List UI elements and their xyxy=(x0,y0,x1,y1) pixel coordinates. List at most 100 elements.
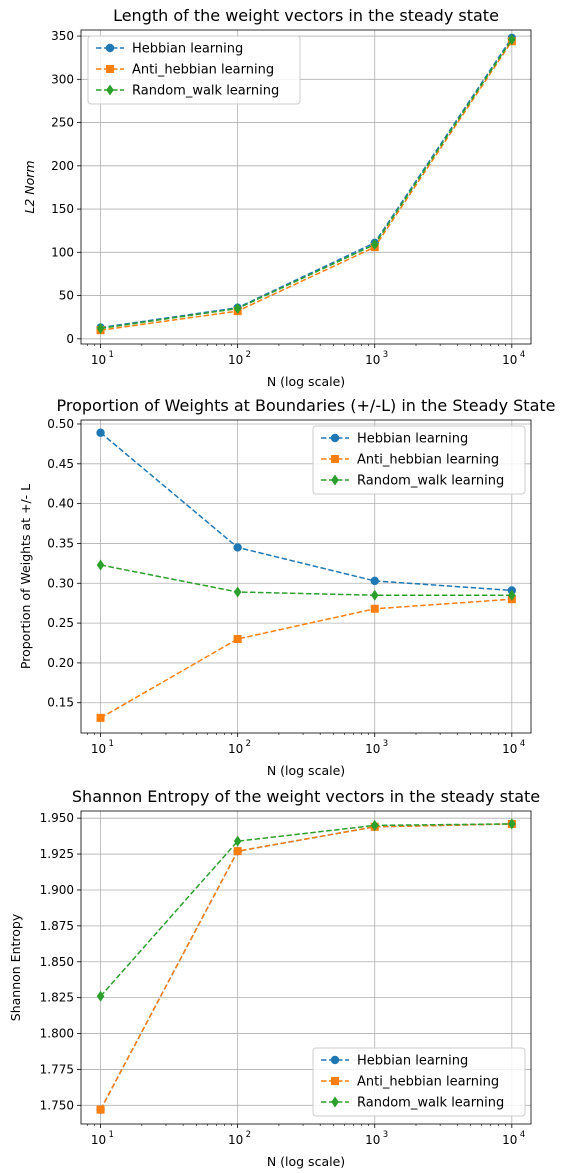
series-3 xyxy=(96,559,516,601)
legend-label: Hebbian learning xyxy=(132,42,243,57)
legend-marker xyxy=(331,1077,339,1085)
x-tick-exponent: 4 xyxy=(520,350,525,360)
x-tick-label: 10 xyxy=(228,353,243,367)
x-tick-label: 10 xyxy=(228,1133,243,1147)
series-3 xyxy=(96,34,516,334)
y-tick-label: 50 xyxy=(59,289,74,303)
y-tick-label: 1.900 xyxy=(40,883,74,897)
x-tick-label: 10 xyxy=(502,1133,517,1147)
data-point xyxy=(96,322,105,334)
legend-label: Anti_hebbian learning xyxy=(357,453,499,468)
chart-2: 10 1 10 2 10 3 10 40.150.200.250.300.350.400.45… xyxy=(18,396,555,778)
x-axis-label: N (log scale) xyxy=(267,763,345,778)
x-tick-exponent: 2 xyxy=(246,739,251,749)
y-axis-label: Shannon Entropy xyxy=(8,913,23,1021)
data-point xyxy=(96,1105,105,1114)
x-tick-label: 10 xyxy=(91,742,106,756)
y-tick-label: 0 xyxy=(66,332,74,346)
legend-marker xyxy=(331,455,339,463)
data-point xyxy=(96,990,105,1002)
data-point xyxy=(233,835,242,847)
y-tick-label: 300 xyxy=(51,72,74,86)
x-tick-exponent: 3 xyxy=(383,739,388,749)
data-point xyxy=(233,635,242,644)
y-tick-label: 1.775 xyxy=(40,1062,74,1076)
x-tick-exponent: 3 xyxy=(383,350,388,360)
x-tick-label: 10 xyxy=(365,1133,380,1147)
y-axis-label: L2 Norm xyxy=(22,160,37,213)
data-point xyxy=(96,559,105,571)
series-line xyxy=(100,823,512,997)
y-tick-label: 0.30 xyxy=(47,576,74,590)
data-point xyxy=(96,713,105,722)
x-tick-label: 10 xyxy=(365,742,380,756)
series-line xyxy=(100,564,512,596)
y-tick-label: 250 xyxy=(51,116,74,130)
x-tick-label: 10 xyxy=(365,353,380,367)
y-tick-label: 0.35 xyxy=(47,536,74,550)
y-tick-label: 1.950 xyxy=(40,811,74,825)
data-point xyxy=(508,34,516,46)
y-tick-label: 0.50 xyxy=(47,417,74,431)
data-point xyxy=(233,586,242,598)
y-tick-label: 350 xyxy=(51,29,74,43)
x-tick-label: 10 xyxy=(502,742,517,756)
legend-box xyxy=(312,1047,526,1117)
legend: Hebbian learning Anti_hebbian learning Ran… xyxy=(87,35,301,105)
y-tick-label: 0.25 xyxy=(47,616,74,630)
legend-label: Random_walk learning xyxy=(132,84,279,99)
legend-label: Anti_hebbian learning xyxy=(357,1075,499,1090)
y-axis-label: Proportion of Weights at +/- L xyxy=(18,484,33,669)
data-point xyxy=(233,303,242,315)
data-point xyxy=(233,847,242,856)
legend-label: Random_walk learning xyxy=(357,474,504,489)
x-tick-exponent: 1 xyxy=(109,350,114,360)
data-point xyxy=(370,819,379,831)
y-tick-label: 0.45 xyxy=(47,457,74,471)
y-tick-label: 1.925 xyxy=(40,847,74,861)
series-line xyxy=(100,37,513,329)
y-tick-label: 1.800 xyxy=(40,1027,74,1041)
y-tick-label: 0.20 xyxy=(47,656,74,670)
series-line xyxy=(100,432,512,592)
legend-marker xyxy=(331,474,339,486)
x-tick-exponent: 2 xyxy=(246,350,251,360)
chart-title: Proportion of Weights at Boundaries (+/-… xyxy=(57,396,556,415)
legend-label: Hebbian learning xyxy=(357,1054,468,1069)
series-line xyxy=(100,598,512,719)
legend-marker xyxy=(330,433,340,443)
x-tick-exponent: 2 xyxy=(246,1130,251,1140)
y-tick-label: 0.40 xyxy=(47,497,74,511)
data-point xyxy=(233,543,242,552)
series-line xyxy=(100,39,513,330)
legend-label: Random_walk learning xyxy=(357,1096,504,1111)
legend-box xyxy=(312,425,526,495)
legend-box xyxy=(87,35,301,105)
x-tick-exponent: 4 xyxy=(520,1130,525,1140)
y-tick-label: 200 xyxy=(51,159,74,173)
plot-frame xyxy=(80,419,532,734)
chart-3: 10 1 10 2 10 3 10 41.7501.7751.8001.8251.8501.8… xyxy=(8,787,540,1169)
y-tick-label: 1.875 xyxy=(40,919,74,933)
y-tick-label: 1.750 xyxy=(40,1098,74,1112)
data-point xyxy=(370,576,379,586)
chart-title: Length of the weight vectors in the stea… xyxy=(113,6,499,25)
legend-marker xyxy=(330,1055,340,1065)
legend-marker xyxy=(106,84,114,96)
x-tick-label: 10 xyxy=(228,742,243,756)
plot-frame xyxy=(80,29,532,345)
x-axis-label: N (log scale) xyxy=(267,374,345,389)
series-line xyxy=(100,40,513,331)
data-point xyxy=(508,818,516,830)
series-1 xyxy=(96,428,517,595)
legend-marker xyxy=(105,43,115,53)
series-3 xyxy=(96,818,516,1002)
legend: Hebbian learning Anti_hebbian learning Ran… xyxy=(312,1047,526,1117)
legend-label: Hebbian learning xyxy=(357,432,468,447)
legend: Hebbian learning Anti_hebbian learning Ran… xyxy=(312,425,526,495)
legend-marker xyxy=(331,1096,339,1108)
x-tick-exponent: 1 xyxy=(109,739,114,749)
legend-label: Anti_hebbian learning xyxy=(132,63,274,78)
data-point xyxy=(96,428,105,437)
